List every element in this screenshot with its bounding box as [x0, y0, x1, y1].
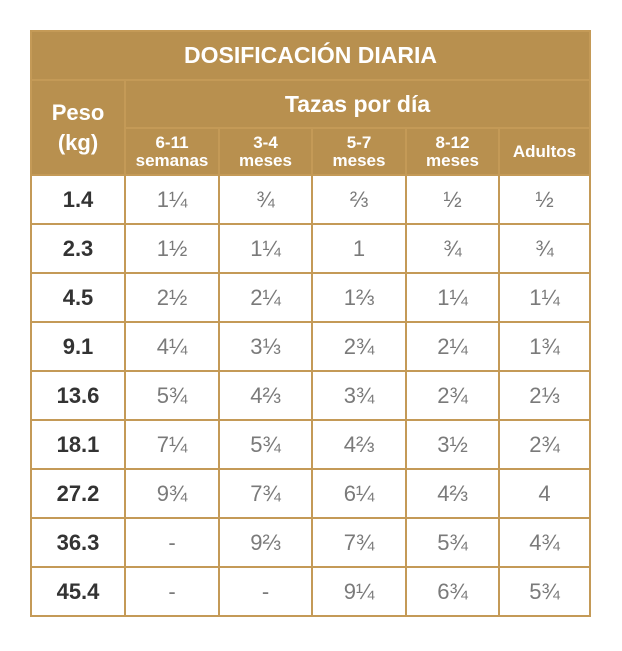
- cups-cell: 4⅔: [407, 470, 498, 517]
- cups-header: Tazas por día: [126, 81, 589, 127]
- column-header: 3-4 meses: [220, 129, 311, 174]
- cups-cell: 7¾: [220, 470, 311, 517]
- column-header: 5-7 meses: [313, 129, 405, 174]
- weight-header-line: (kg): [57, 129, 99, 155]
- cups-cell: ⅔: [313, 176, 405, 223]
- cups-cell: 9⅔: [220, 519, 311, 566]
- cups-cell: ½: [407, 176, 498, 223]
- column-header-line: 3-4: [253, 132, 278, 152]
- cups-cell: 1¼: [126, 176, 218, 223]
- weight-cell: 45.4: [32, 568, 124, 615]
- cups-cell: 1¼: [407, 274, 498, 321]
- weight-cell: 4.5: [32, 274, 124, 321]
- weight-header-line: Peso: [51, 99, 105, 125]
- cups-cell: -: [126, 519, 218, 566]
- cups-cell: 7¼: [126, 421, 218, 468]
- cups-cell: 1: [313, 225, 405, 272]
- cups-cell: 2¼: [407, 323, 498, 370]
- cups-cell: 3¾: [313, 372, 405, 419]
- column-header-line: meses: [332, 150, 386, 170]
- cups-cell: 4⅔: [313, 421, 405, 468]
- weight-cell: 18.1: [32, 421, 124, 468]
- cups-cell: ½: [500, 176, 589, 223]
- cups-cell: 9¾: [126, 470, 218, 517]
- cups-cell: ¾: [220, 176, 311, 223]
- cups-cell: 7¾: [313, 519, 405, 566]
- column-header: Adultos: [500, 129, 589, 174]
- weight-cell: 2.3: [32, 225, 124, 272]
- column-header: 8-12 meses: [407, 129, 498, 174]
- cups-cell: -: [220, 568, 311, 615]
- dosage-table: DOSIFICACIÓN DIARIA Peso (kg) Tazas por …: [30, 30, 591, 617]
- cups-cell: 2½: [126, 274, 218, 321]
- cups-cell: 4¼: [126, 323, 218, 370]
- cups-cell: 2¾: [313, 323, 405, 370]
- column-header-line: meses: [239, 150, 292, 170]
- cups-cell: 5¾: [220, 421, 311, 468]
- cups-cell: 5¾: [407, 519, 498, 566]
- column-header-line: 6-11: [155, 132, 189, 152]
- weight-cell: 13.6: [32, 372, 124, 419]
- cups-cell: 1¼: [220, 225, 311, 272]
- cups-cell: 1⅔: [313, 274, 405, 321]
- cups-cell: 9¼: [313, 568, 405, 615]
- weight-cell: 1.4: [32, 176, 124, 223]
- column-header-line: 5-7: [346, 132, 372, 152]
- cups-cell: ¾: [407, 225, 498, 272]
- cups-cell: 2¾: [500, 421, 589, 468]
- cups-cell: 4⅔: [220, 372, 311, 419]
- cups-cell: 1¼: [500, 274, 589, 321]
- cups-cell: 6¼: [313, 470, 405, 517]
- column-header-line: 8-12: [435, 132, 470, 152]
- cups-cell: 5¾: [126, 372, 218, 419]
- cups-cell: 4: [500, 470, 589, 517]
- cups-cell: ¾: [500, 225, 589, 272]
- cups-cell: 2⅓: [500, 372, 589, 419]
- cups-cell: 2¼: [220, 274, 311, 321]
- cups-cell: 6¾: [407, 568, 498, 615]
- cups-cell: 5¾: [500, 568, 589, 615]
- cups-cell: -: [126, 568, 218, 615]
- weight-cell: 9.1: [32, 323, 124, 370]
- column-header-line: semanas: [135, 150, 209, 170]
- cups-cell: 2¾: [407, 372, 498, 419]
- weight-header: Peso (kg): [32, 81, 124, 174]
- cups-cell: 1¾: [500, 323, 589, 370]
- cups-cell: 3⅓: [220, 323, 311, 370]
- weight-cell: 27.2: [32, 470, 124, 517]
- column-header-line: Adultos: [512, 141, 577, 161]
- table-title: DOSIFICACIÓN DIARIA: [32, 32, 589, 79]
- cups-cell: 4¾: [500, 519, 589, 566]
- cups-cell: 3½: [407, 421, 498, 468]
- cups-cell: 1½: [126, 225, 218, 272]
- weight-cell: 36.3: [32, 519, 124, 566]
- column-header-line: meses: [426, 150, 479, 170]
- column-header: 6-11 semanas: [126, 129, 218, 174]
